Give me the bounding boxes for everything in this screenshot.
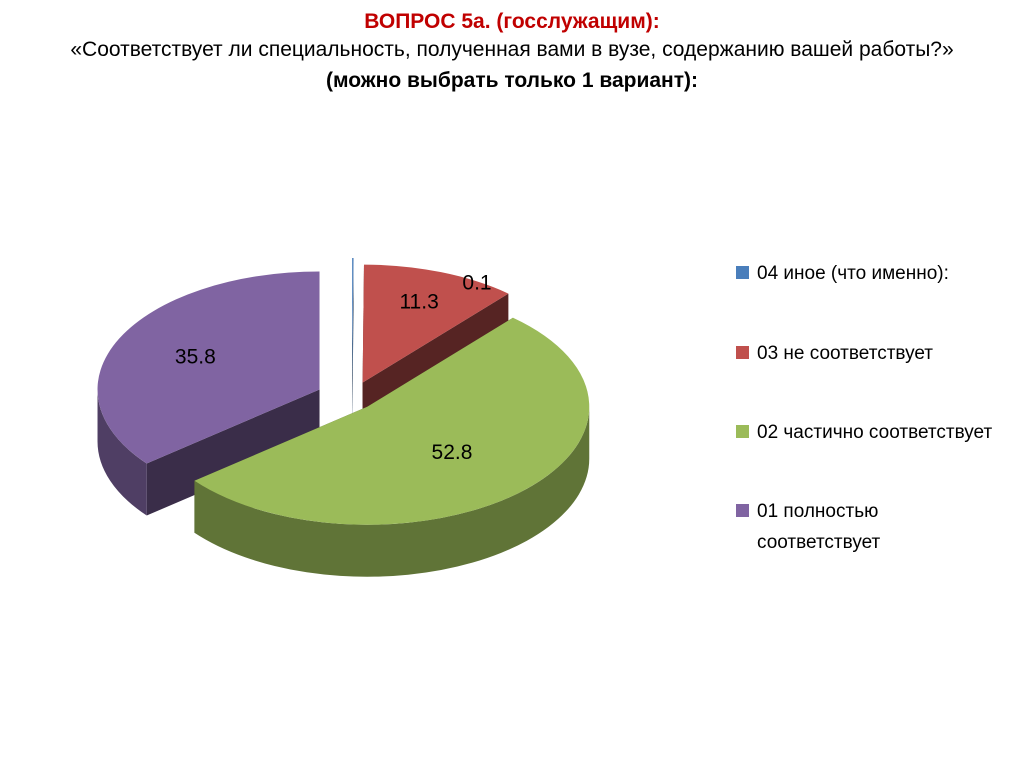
value-label-01: 35.8: [175, 345, 216, 368]
pie-tops: [97, 258, 590, 525]
slice-02-outer-wall: [194, 406, 590, 577]
value-label-04: 0.1: [462, 272, 491, 295]
legend-item-03: 03 не соответствует: [736, 338, 1016, 369]
slice-01-outer-wall: [97, 389, 147, 516]
slide-header: ВОПРОС 5а. (госслужащим): «Соответствует…: [0, 8, 1024, 96]
slice-01: [97, 389, 320, 516]
legend-swatch-02: [736, 425, 749, 438]
slice-03-top: [362, 264, 509, 383]
legend-label-03: 03 не соответствует: [757, 343, 933, 364]
legend-item-01: 01 полностью соответствует: [736, 496, 1016, 558]
legend-label-01: 01 полностью соответствует: [757, 501, 881, 553]
legend-swatch-01: [736, 504, 749, 517]
value-label-03: 11.3: [399, 291, 438, 314]
question-note: (можно выбрать только 1 вариант):: [325, 69, 699, 92]
legend-item-04: 04 иное (что именно):: [736, 258, 1016, 289]
slice-04-wall-1: [352, 258, 354, 429]
question-title: ВОПРОС 5а. (госслужащим):: [364, 10, 660, 33]
slice-01-wall-0: [146, 389, 320, 516]
pie-labels: 0.1 11.3 52.8 35.8: [175, 272, 492, 464]
question-text: «Соответствует ли специальность, получен…: [70, 38, 954, 61]
value-label-02: 52.8: [432, 441, 473, 464]
slice-02-top: [194, 317, 590, 525]
slice-04: [352, 258, 354, 429]
legend-item-02: 02 частично соответствует: [736, 417, 1016, 448]
legend-swatch-04: [736, 266, 749, 279]
legend-label-04: 04 иное (что именно):: [757, 263, 949, 284]
legend-swatch-03: [736, 346, 749, 359]
slice-01-top: [97, 271, 320, 464]
legend-label-02: 02 частично соответствует: [757, 422, 993, 443]
slice-04-top: [352, 258, 354, 377]
